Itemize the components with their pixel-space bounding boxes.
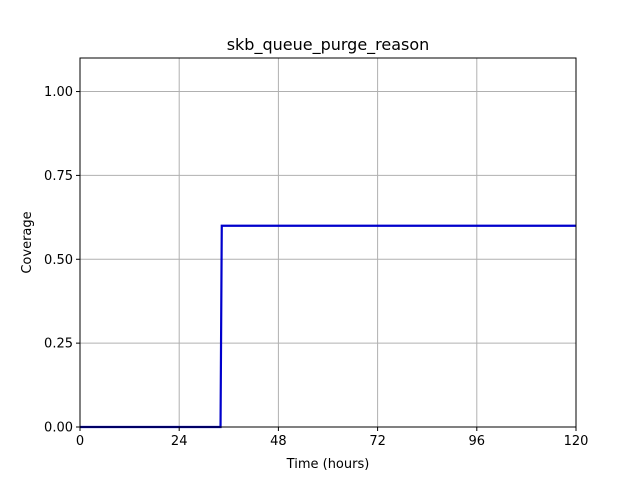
y-axis-label: Coverage: [20, 211, 35, 273]
x-tick-label: 72: [369, 434, 386, 449]
y-tick-label: 1.00: [44, 85, 73, 100]
y-tick-label: 0.75: [44, 169, 73, 184]
y-tick-label: 0.00: [44, 421, 73, 436]
x-tick-label: 24: [171, 434, 188, 449]
x-tick-label: 120: [564, 434, 589, 449]
x-tick-label: 0: [76, 434, 84, 449]
x-tick-label: 48: [270, 434, 287, 449]
x-axis-label: Time (hours): [286, 457, 370, 472]
y-axis-ticks: 0.00 0.25 0.50 0.75 1.00: [44, 85, 80, 436]
x-axis-ticks: 0 24 48 72 96 120: [76, 427, 589, 449]
x-tick-label: 96: [469, 434, 486, 449]
plot-frame: [79, 57, 577, 428]
y-tick-label: 0.25: [44, 337, 73, 352]
y-tick-label: 0.50: [44, 253, 73, 268]
chart-title: skb_queue_purge_reason: [227, 35, 430, 55]
